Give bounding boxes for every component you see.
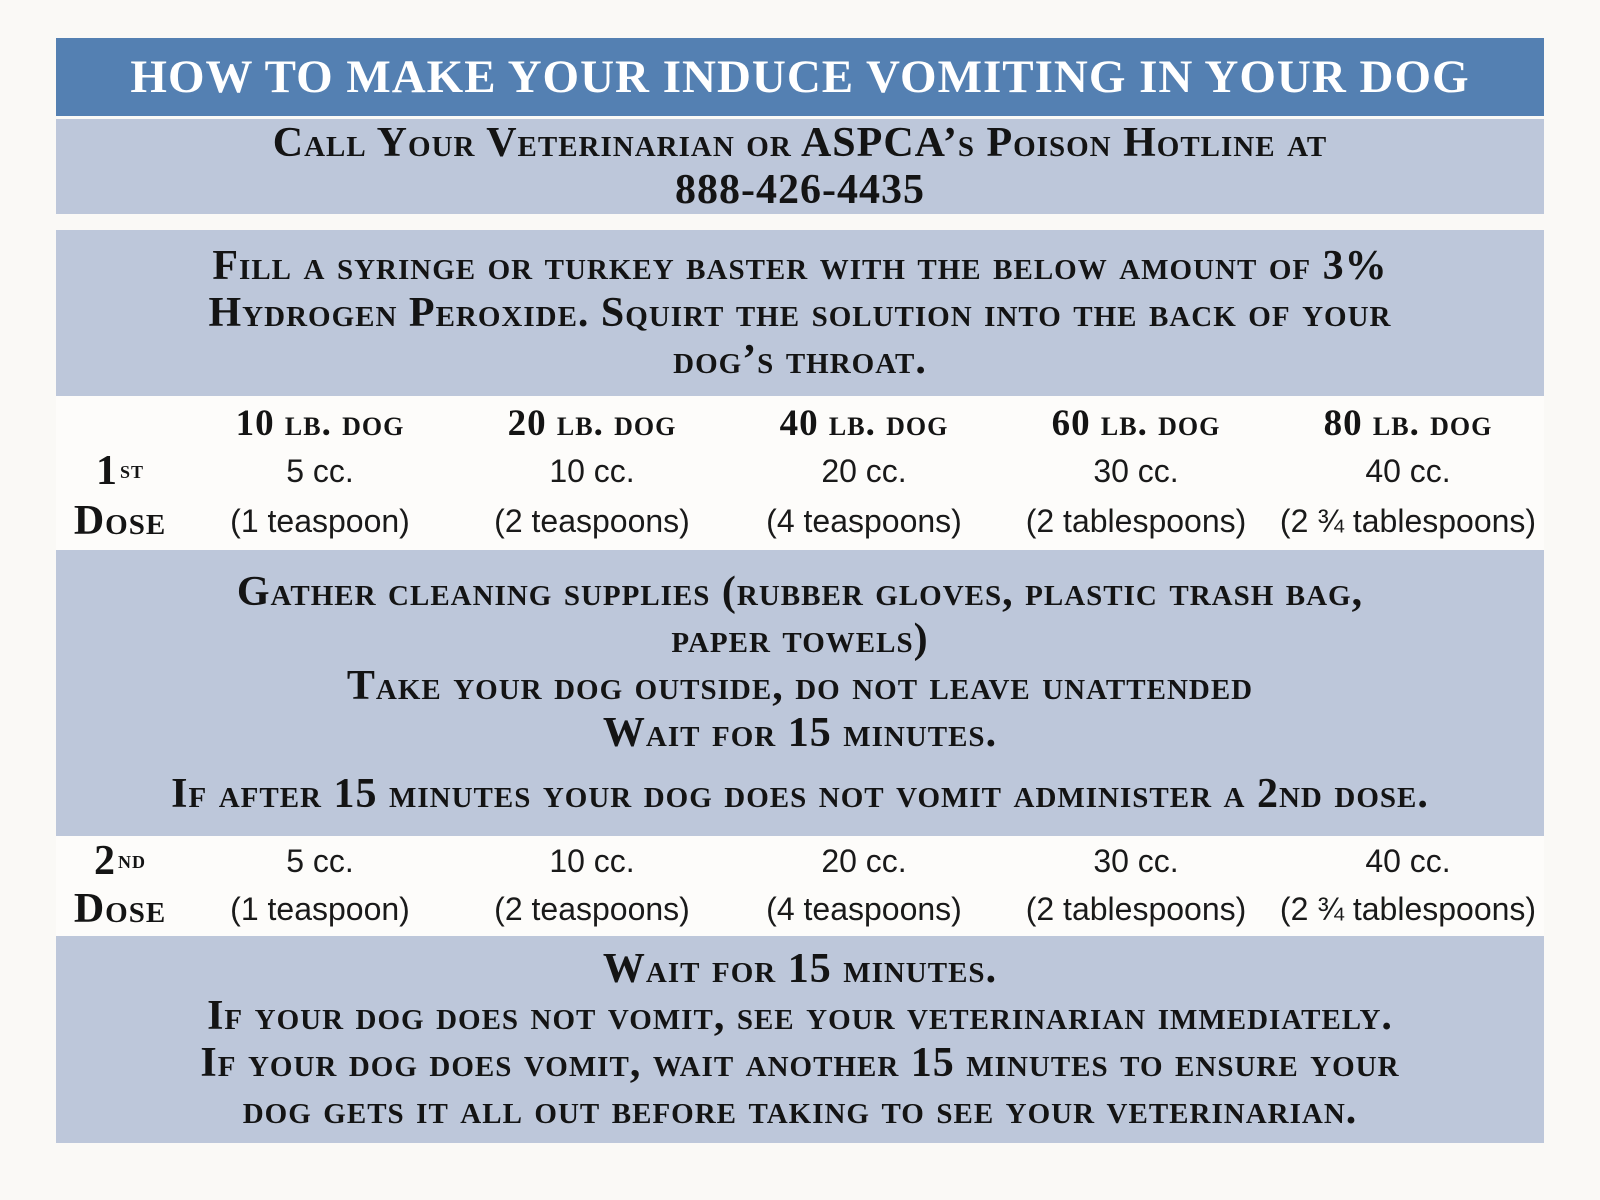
after-first-dose-line: Wait for 15 minutes. (602, 709, 998, 756)
first-dose-word-label: Dose (73, 498, 167, 544)
after-second-dose-line: Wait for 15 minutes. (602, 945, 998, 992)
after-second-dose-banner: Wait for 15 minutes. If your dog does no… (56, 936, 1544, 1143)
second-dose-equivalent-20lb: (2 teaspoons) (494, 890, 690, 927)
hotline-phone-number: 888-426-4435 (675, 166, 925, 213)
column-header-20lb-dog: 20 lb. dog (507, 402, 677, 444)
section-spacer (56, 214, 1544, 230)
first-dose-amount-60lb: 30 cc. (1093, 452, 1179, 489)
second-dose-amount-20lb: 10 cc. (549, 842, 635, 879)
first-dose-equivalent-80lb: (2 ¾ tablespoons) (1279, 502, 1537, 539)
infographic-sheet: HOW TO MAKE YOUR INDUCE VOMITING IN YOUR… (56, 38, 1544, 1143)
hotline-text: Call Your Veterinarian or ASPCA’s Poison… (272, 119, 1328, 166)
fill-instructions-banner: Fill a syringe or turkey baster with the… (56, 230, 1544, 396)
corner-cell (56, 398, 184, 448)
first-dose-amount-10lb: 5 cc. (286, 452, 354, 489)
dose-number: 2 (94, 838, 116, 884)
first-dose-amount-20lb: 10 cc. (549, 452, 635, 489)
second-dose-word-label: Dose (73, 886, 167, 932)
second-dose-amount-40lb: 20 cc. (821, 842, 907, 879)
after-second-dose-line: If your dog does vomit, wait another 15 … (200, 1039, 1400, 1086)
second-dose-equivalent-10lb: (1 teaspoon) (230, 890, 410, 927)
column-header-40lb-dog: 40 lb. dog (779, 402, 949, 444)
first-dose-equivalent-40lb: (4 teaspoons) (766, 502, 962, 539)
after-second-dose-line: If your dog does not vomit, see your vet… (207, 992, 1393, 1039)
title-banner: HOW TO MAKE YOUR INDUCE VOMITING IN YOUR… (56, 38, 1544, 116)
page-title: HOW TO MAKE YOUR INDUCE VOMITING IN YOUR… (130, 51, 1470, 103)
first-dose-equivalent-60lb: (2 tablespoons) (1025, 502, 1247, 539)
first-dose-amount-80lb: 40 cc. (1365, 452, 1451, 489)
fill-instructions-line: Fill a syringe or turkey baster with the… (212, 242, 1388, 289)
second-dose-amount-80lb: 40 cc. (1365, 842, 1451, 879)
first-dose-table: 10 lb. dog 20 lb. dog 40 lb. dog 60 lb. … (56, 396, 1544, 550)
first-dose-grid: 10 lb. dog 20 lb. dog 40 lb. dog 60 lb. … (56, 398, 1544, 548)
column-header-80lb-dog: 80 lb. dog (1323, 402, 1493, 444)
after-first-dose-line: Take your dog outside, do not leave unat… (346, 662, 1254, 709)
first-dose-equivalent-20lb: (2 teaspoons) (494, 502, 690, 539)
column-header-60lb-dog: 60 lb. dog (1051, 402, 1221, 444)
second-dose-equivalent-40lb: (4 teaspoons) (766, 890, 962, 927)
after-second-dose-line: dog gets it all out before taking to see… (242, 1086, 1358, 1133)
fill-instructions-line: dog’s throat. (673, 336, 927, 383)
second-dose-amount-60lb: 30 cc. (1093, 842, 1179, 879)
column-header-10lb-dog: 10 lb. dog (235, 402, 405, 444)
after-first-dose-line: Gather cleaning supplies (rubber gloves,… (236, 568, 1364, 615)
hotline-banner: Call Your Veterinarian or ASPCA’s Poison… (56, 119, 1544, 214)
first-dose-equivalent-10lb: (1 teaspoon) (230, 502, 410, 539)
dose-number: 1 (95, 448, 118, 494)
second-dose-equivalent-60lb: (2 tablespoons) (1025, 890, 1247, 927)
after-first-dose-banner: Gather cleaning supplies (rubber gloves,… (56, 550, 1544, 836)
second-dose-amount-10lb: 5 cc. (286, 842, 354, 879)
second-dose-equivalent-80lb: (2 ¾ tablespoons) (1279, 890, 1537, 927)
fill-instructions-line: Hydrogen Peroxide. Squirt the solution i… (208, 289, 1392, 336)
after-first-dose-line: paper towels) (671, 615, 929, 662)
second-dose-note: If after 15 minutes your dog does not vo… (171, 770, 1429, 817)
first-dose-amount-40lb: 20 cc. (821, 452, 907, 489)
